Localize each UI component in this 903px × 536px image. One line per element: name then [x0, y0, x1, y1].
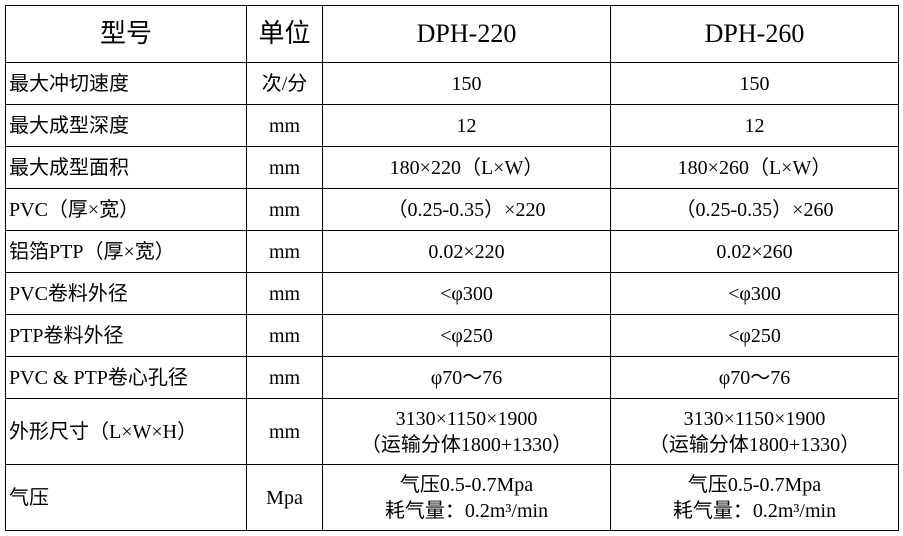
header-cell: DPH-220 [322, 5, 611, 63]
table-cell: 150 [610, 62, 899, 105]
table-row: 最大成型面积 mm 180×220（L×W） 180×260（L×W） [5, 146, 899, 189]
table-cell: <φ300 [322, 272, 611, 315]
header-cell: DPH-260 [610, 5, 899, 63]
table-cell: <φ300 [610, 272, 899, 315]
table-body: 最大冲切速度 次/分 150 150 最大成型深度 mm 12 12 最大成型面积 mm 180×2… [5, 62, 899, 531]
row-label: 铝箔PTP（厚×宽） [5, 230, 247, 273]
row-label: 外形尺寸（L×W×H） [5, 398, 247, 465]
table-cell: 12 [610, 104, 899, 147]
cell-line: （运输分体1800+1330） [360, 433, 573, 456]
cell-line: 耗气量：0.2m³/min [672, 499, 837, 522]
table-cell: mm [246, 230, 323, 273]
table-cell: mm [246, 398, 323, 465]
header-row: 型号 单位 DPH-220 DPH-260 [5, 5, 899, 63]
table-cell: 0.02×260 [610, 230, 899, 273]
table-cell: <φ250 [322, 314, 611, 357]
table-cell: （0.25-0.35）×260 [610, 188, 899, 231]
table-row: 最大成型深度 mm 12 12 [5, 104, 899, 147]
table-cell: φ70～76 [610, 356, 899, 399]
table-cell: Mpa [246, 464, 323, 531]
table-cell: <φ250 [610, 314, 899, 357]
table-cell: （0.25-0.35）×220 [322, 188, 611, 231]
table-cell: 180×220（L×W） [322, 146, 611, 189]
table-row: PTP卷料外径 mm <φ250 <φ250 [5, 314, 899, 357]
table-row: 外形尺寸（L×W×H） mm 3130×1150×1900 （运输分体1800+133… [5, 398, 899, 465]
table-cell: mm [246, 104, 323, 147]
row-label: 最大冲切速度 [5, 62, 247, 105]
table-cell: 0.02×220 [322, 230, 611, 273]
table-row: 最大冲切速度 次/分 150 150 [5, 62, 899, 105]
table-row: 气压 Mpa 气压0.5-0.7Mpa 耗气量：0.2m³/min 气压0.5-0.7M… [5, 464, 899, 531]
row-label: PVC卷料外径 [5, 272, 247, 315]
table-row: 铝箔PTP（厚×宽） mm 0.02×220 0.02×260 [5, 230, 899, 273]
cell-line: （运输分体1800+1330） [648, 433, 861, 456]
spec-table: 型号 单位 DPH-220 DPH-260 最大冲切速度 次/分 150 150 最大成型深度… [5, 5, 899, 531]
table-cell: 3130×1150×1900 （运输分体1800+1330） [322, 398, 611, 465]
table-cell: 12 [322, 104, 611, 147]
table-cell: mm [246, 146, 323, 189]
table-cell: 气压0.5-0.7Mpa 耗气量：0.2m³/min [610, 464, 899, 531]
row-label: PVC（厚×宽） [5, 188, 247, 231]
table-cell: mm [246, 188, 323, 231]
table-cell: mm [246, 314, 323, 357]
table-cell: mm [246, 356, 323, 399]
table-row: PVC & PTP卷心孔径 mm φ70～76 φ70～76 [5, 356, 899, 399]
table-row: PVC（厚×宽） mm （0.25-0.35）×220 （0.25-0.35）×260 [5, 188, 899, 231]
cell-line: 耗气量：0.2m³/min [384, 499, 549, 522]
table-cell: 次/分 [246, 62, 323, 105]
row-label: PVC & PTP卷心孔径 [5, 356, 247, 399]
table-cell: 3130×1150×1900 （运输分体1800+1330） [610, 398, 899, 465]
cell-line: 气压0.5-0.7Mpa [687, 473, 822, 496]
row-label: 最大成型深度 [5, 104, 247, 147]
cell-line: 气压0.5-0.7Mpa [399, 473, 534, 496]
table-cell: 180×260（L×W） [610, 146, 899, 189]
row-label: PTP卷料外径 [5, 314, 247, 357]
cell-line: 3130×1150×1900 [683, 407, 826, 430]
header-cell: 型号 [5, 5, 247, 63]
header-cell: 单位 [246, 5, 323, 63]
row-label: 最大成型面积 [5, 146, 247, 189]
table-row: PVC卷料外径 mm <φ300 <φ300 [5, 272, 899, 315]
row-label: 气压 [5, 464, 247, 531]
table-cell: 150 [322, 62, 611, 105]
table-cell: φ70～76 [322, 356, 611, 399]
cell-line: 3130×1150×1900 [395, 407, 538, 430]
table-cell: 气压0.5-0.7Mpa 耗气量：0.2m³/min [322, 464, 611, 531]
table-cell: mm [246, 272, 323, 315]
